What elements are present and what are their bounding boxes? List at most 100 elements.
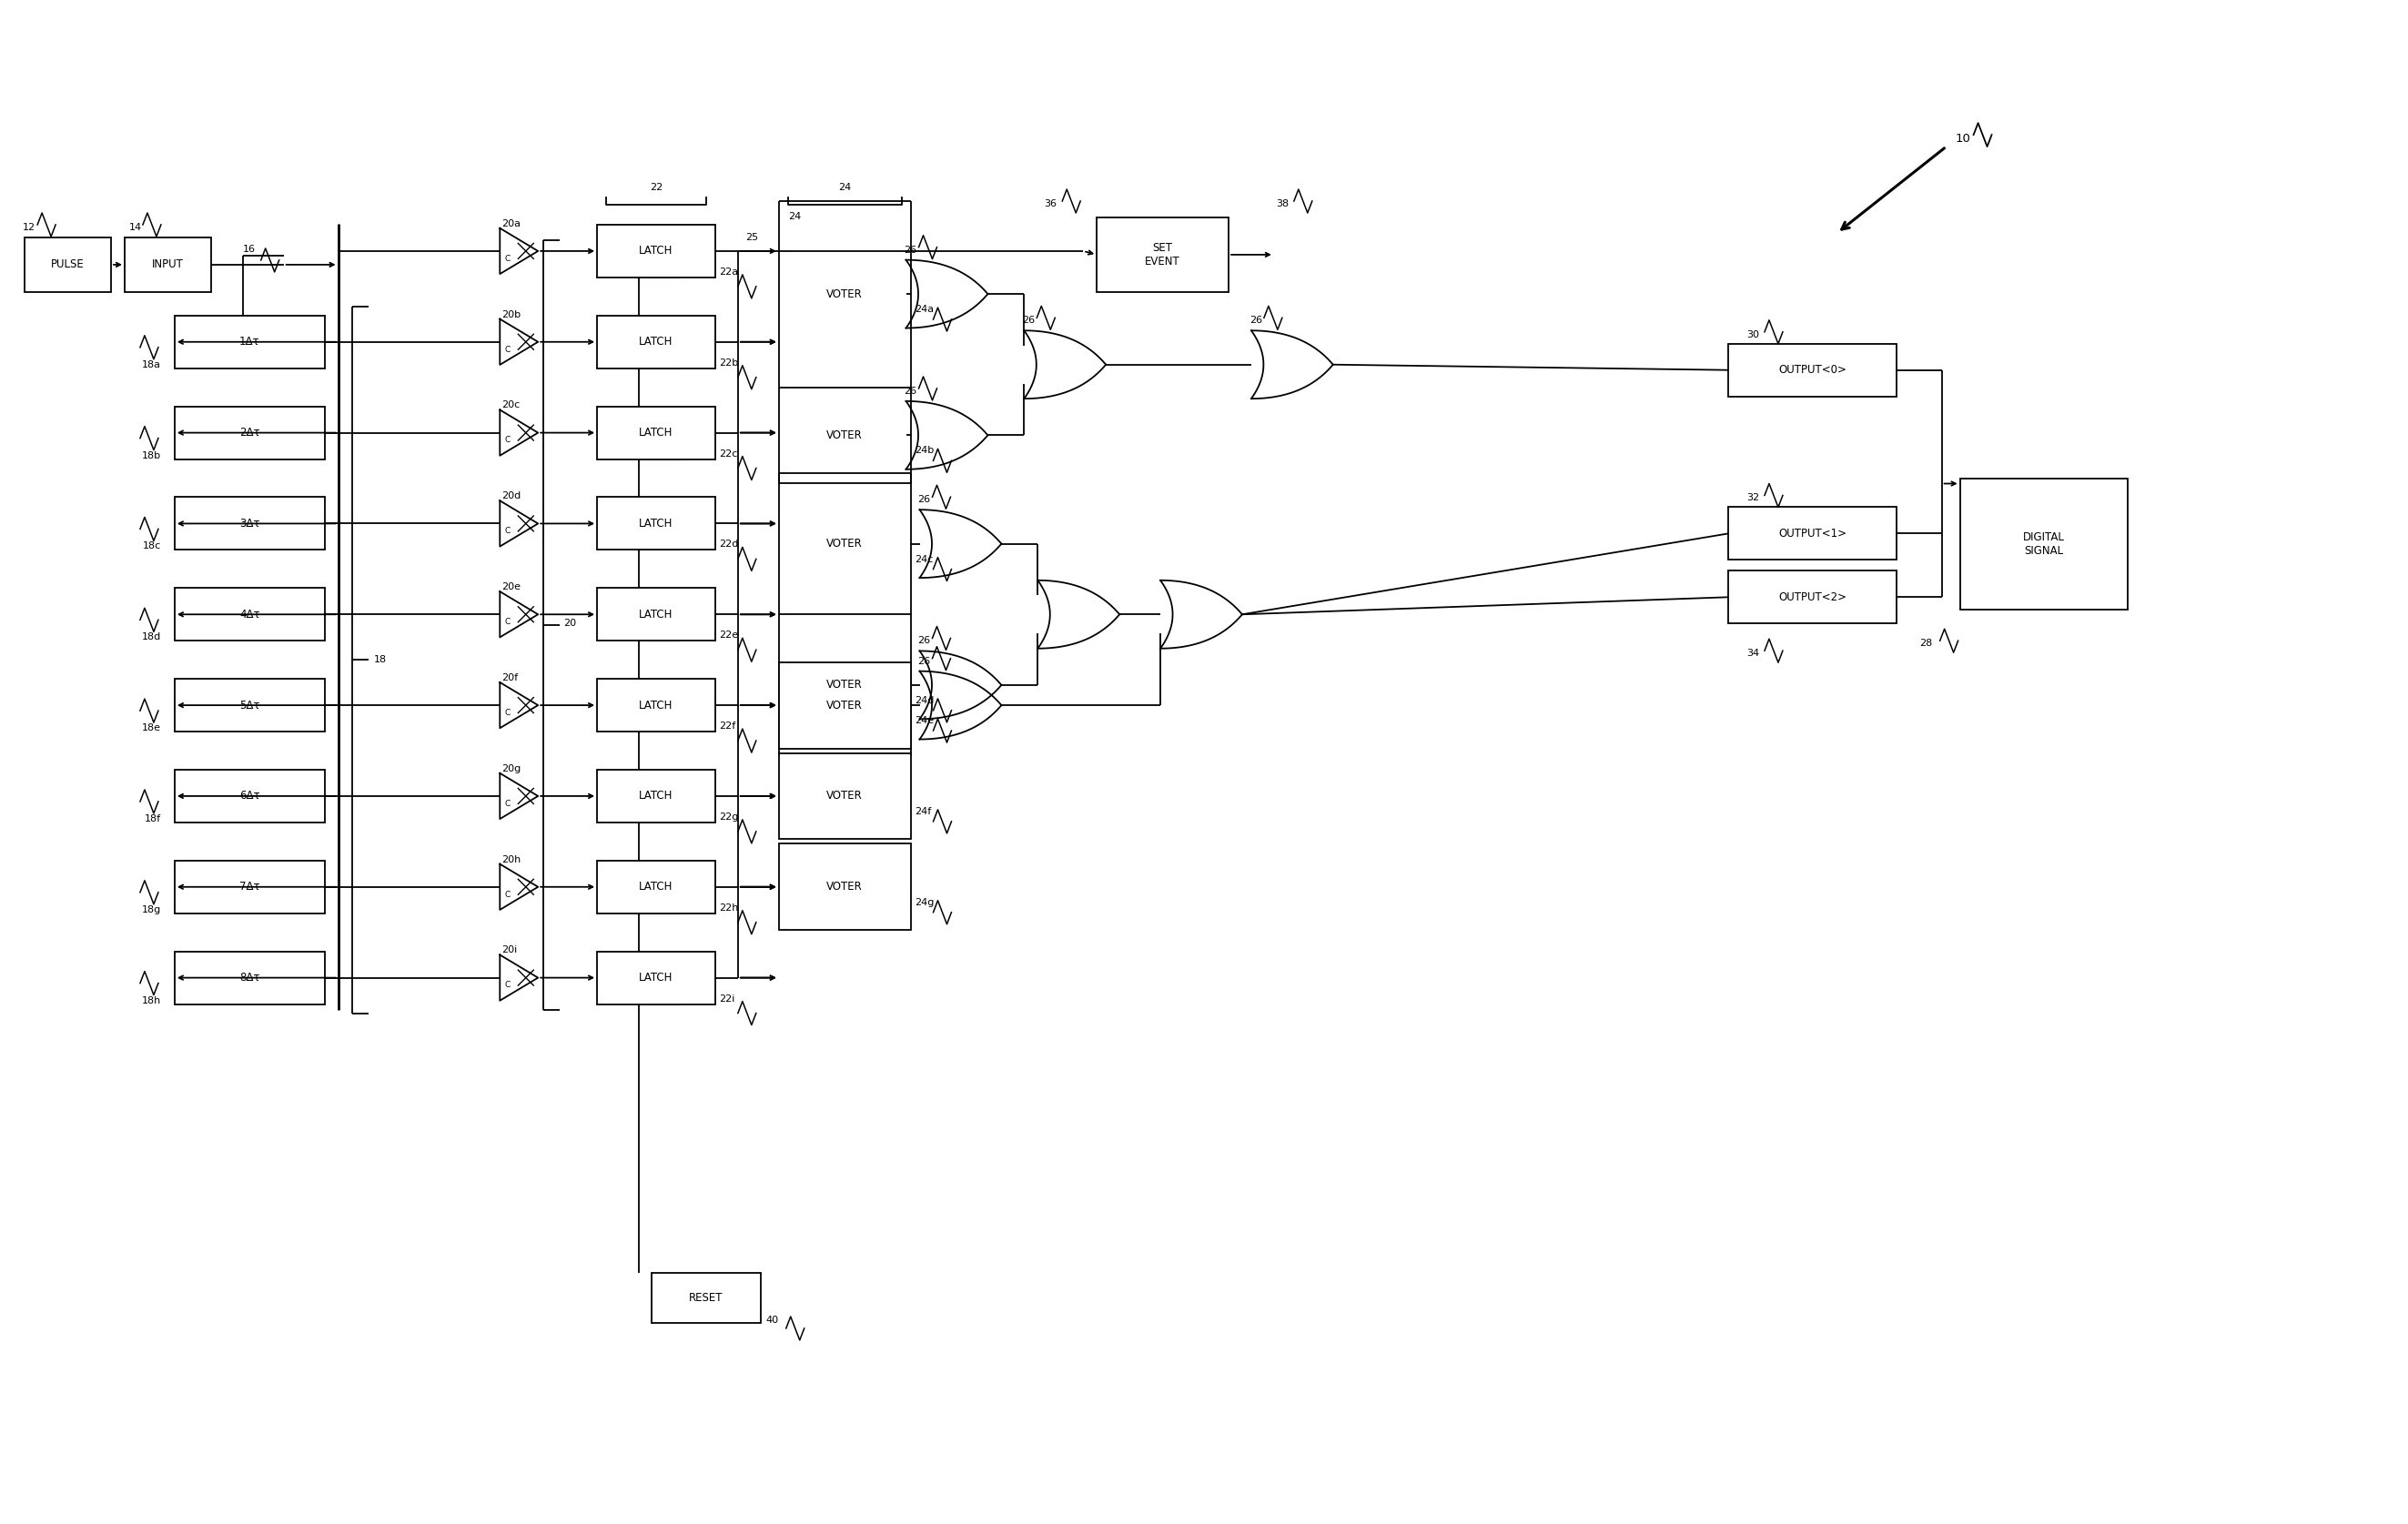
Text: 20i: 20i <box>501 946 518 954</box>
FancyBboxPatch shape <box>176 588 325 640</box>
Text: 10: 10 <box>1955 133 1970 145</box>
Text: 20d: 20d <box>501 491 520 500</box>
FancyBboxPatch shape <box>176 315 325 369</box>
FancyBboxPatch shape <box>597 315 715 369</box>
Text: 18: 18 <box>373 655 385 664</box>
Text: 4Δτ: 4Δτ <box>238 608 260 620</box>
FancyBboxPatch shape <box>597 678 715 732</box>
Text: 26: 26 <box>917 495 929 504</box>
Text: 26: 26 <box>903 245 917 255</box>
FancyBboxPatch shape <box>653 1273 761 1323</box>
Text: 24c: 24c <box>915 555 934 564</box>
Text: 3Δτ: 3Δτ <box>238 518 260 529</box>
FancyBboxPatch shape <box>597 224 715 277</box>
Text: 26: 26 <box>1250 315 1262 325</box>
Text: 36: 36 <box>1045 200 1057 209</box>
Text: 22c: 22c <box>720 450 737 459</box>
Text: 8Δτ: 8Δτ <box>238 972 260 983</box>
Text: VOTER: VOTER <box>826 288 862 300</box>
Text: OUTPUT<2>: OUTPUT<2> <box>1777 591 1847 604</box>
Text: C: C <box>506 709 510 716</box>
FancyBboxPatch shape <box>597 951 715 1004</box>
Text: LATCH: LATCH <box>638 518 674 529</box>
Text: 18b: 18b <box>142 451 161 460</box>
FancyBboxPatch shape <box>778 661 910 748</box>
FancyBboxPatch shape <box>1729 507 1898 559</box>
Text: INPUT: INPUT <box>152 259 183 271</box>
Text: LATCH: LATCH <box>638 335 674 347</box>
Text: C: C <box>506 890 510 899</box>
Text: 25: 25 <box>744 233 759 242</box>
Text: OUTPUT<1>: OUTPUT<1> <box>1777 527 1847 539</box>
Text: 12: 12 <box>24 223 36 232</box>
Text: 2Δτ: 2Δτ <box>238 427 260 439</box>
FancyBboxPatch shape <box>597 861 715 913</box>
FancyBboxPatch shape <box>778 844 910 930</box>
FancyBboxPatch shape <box>24 238 111 293</box>
Text: VOTER: VOTER <box>826 430 862 440</box>
Text: LATCH: LATCH <box>638 608 674 620</box>
Text: 24: 24 <box>838 183 850 192</box>
Text: RESET: RESET <box>689 1292 722 1305</box>
FancyBboxPatch shape <box>176 951 325 1004</box>
Text: 30: 30 <box>1746 331 1760 340</box>
FancyBboxPatch shape <box>1096 218 1228 293</box>
FancyBboxPatch shape <box>597 588 715 640</box>
Text: 7Δτ: 7Δτ <box>238 881 260 893</box>
Text: LATCH: LATCH <box>638 700 674 712</box>
Text: 22a: 22a <box>720 267 739 276</box>
FancyBboxPatch shape <box>778 753 910 840</box>
Text: 20: 20 <box>563 619 576 628</box>
Text: 32: 32 <box>1746 494 1760 503</box>
FancyBboxPatch shape <box>1960 479 2129 610</box>
Text: VOTER: VOTER <box>826 881 862 893</box>
FancyBboxPatch shape <box>176 770 325 823</box>
Text: 20g: 20g <box>501 764 520 773</box>
Text: VOTER: VOTER <box>826 680 862 690</box>
Text: 22f: 22f <box>720 721 734 730</box>
Text: LATCH: LATCH <box>638 881 674 893</box>
Text: 18f: 18f <box>144 814 161 823</box>
Text: 22i: 22i <box>720 994 734 1003</box>
Text: 18c: 18c <box>142 541 161 550</box>
Text: C: C <box>506 981 510 989</box>
FancyBboxPatch shape <box>176 861 325 913</box>
Text: 20h: 20h <box>501 855 520 864</box>
Text: C: C <box>506 436 510 445</box>
Text: 24e: 24e <box>915 716 934 725</box>
Text: 18h: 18h <box>142 995 161 1004</box>
Text: VOTER: VOTER <box>826 789 862 802</box>
Text: 22g: 22g <box>720 812 739 821</box>
Text: 24: 24 <box>787 212 802 221</box>
Text: 18g: 18g <box>142 905 161 914</box>
FancyBboxPatch shape <box>597 407 715 459</box>
Text: 5Δτ: 5Δτ <box>238 700 260 712</box>
FancyBboxPatch shape <box>176 407 325 459</box>
Text: C: C <box>506 617 510 626</box>
Text: 22e: 22e <box>720 631 739 640</box>
Text: OUTPUT<0>: OUTPUT<0> <box>1777 364 1847 376</box>
Text: LATCH: LATCH <box>638 427 674 439</box>
Text: 26: 26 <box>903 387 917 396</box>
Text: 16: 16 <box>243 245 255 255</box>
FancyBboxPatch shape <box>176 497 325 550</box>
Text: 24d: 24d <box>915 696 934 706</box>
Text: DIGITAL
SIGNAL: DIGITAL SIGNAL <box>2023 532 2064 556</box>
Text: 38: 38 <box>1276 200 1288 209</box>
Text: SET
EVENT: SET EVENT <box>1146 242 1180 267</box>
Text: 26: 26 <box>917 637 929 646</box>
FancyBboxPatch shape <box>1729 572 1898 623</box>
FancyBboxPatch shape <box>597 770 715 823</box>
Text: 24a: 24a <box>915 305 934 314</box>
Text: 14: 14 <box>130 223 142 232</box>
Text: 26: 26 <box>917 657 929 666</box>
Text: 22d: 22d <box>720 539 739 549</box>
Text: 18d: 18d <box>142 632 161 642</box>
Text: 22b: 22b <box>720 358 739 367</box>
Text: LATCH: LATCH <box>638 245 674 258</box>
FancyBboxPatch shape <box>176 678 325 732</box>
Text: LATCH: LATCH <box>638 789 674 802</box>
Text: 24g: 24g <box>915 898 934 907</box>
Text: 24f: 24f <box>915 806 932 815</box>
FancyBboxPatch shape <box>1729 344 1898 396</box>
